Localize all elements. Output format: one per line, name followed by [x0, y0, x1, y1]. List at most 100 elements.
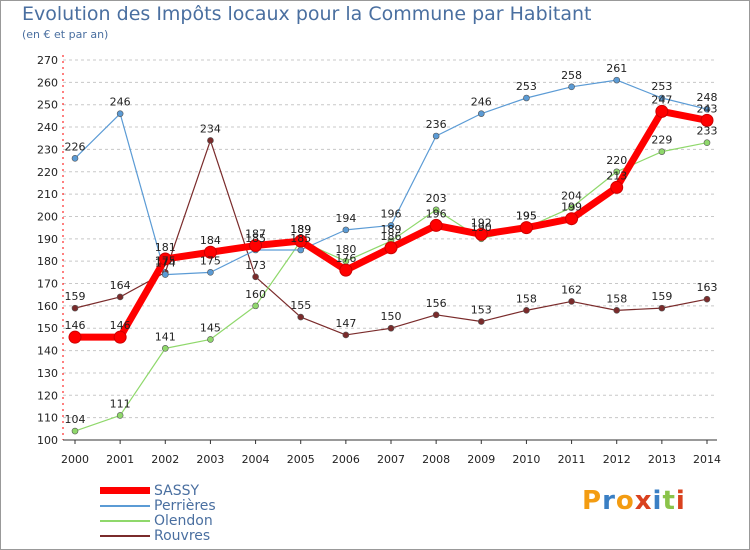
data-point: [703, 105, 711, 113]
data-point: [68, 330, 82, 344]
data-label: 247: [651, 93, 672, 106]
x-tick-label: 2013: [648, 453, 676, 466]
data-point: [432, 206, 440, 214]
data-point: [610, 180, 624, 194]
data-label: 253: [651, 80, 672, 93]
data-point: [384, 241, 398, 255]
data-label: 111: [110, 397, 131, 410]
x-tick-label: 2006: [332, 453, 360, 466]
x-tick-label: 2005: [287, 453, 315, 466]
data-label: 234: [200, 122, 221, 135]
data-point: [203, 245, 217, 259]
data-label: 192: [471, 216, 492, 229]
data-point: [252, 302, 259, 310]
logo-letter: r: [602, 486, 616, 516]
data-label-layer: 159 164 175 234 173 155 147 150 156 153 158 162 158 1…: [65, 62, 718, 426]
data-label: 229: [651, 134, 672, 147]
data-label: 220: [606, 154, 627, 167]
data-point: [703, 295, 711, 303]
data-point: [568, 204, 575, 211]
data-label: 146: [65, 319, 86, 332]
legend-swatch: [100, 520, 150, 522]
x-tick-label: 2000: [61, 453, 89, 466]
data-point: [252, 273, 259, 281]
y-tick-label: 110: [37, 412, 58, 425]
data-label: 204: [561, 190, 582, 203]
data-label: 195: [516, 210, 537, 223]
data-point: [71, 155, 79, 162]
data-label: 104: [65, 413, 86, 426]
data-label: 184: [200, 234, 221, 247]
logo-letter: P: [582, 486, 603, 516]
data-label: 185: [290, 232, 311, 245]
data-label: 185: [245, 232, 266, 245]
data-label: 199: [561, 201, 582, 214]
y-tick-label: 180: [37, 255, 58, 268]
data-point: [116, 293, 124, 301]
data-point: [613, 307, 621, 314]
data-point: [429, 218, 443, 232]
data-point: [207, 269, 214, 276]
logo-letter: i: [675, 486, 686, 516]
y-tick-label: 100: [37, 434, 58, 447]
data-point: [655, 104, 669, 118]
data-label: 155: [290, 299, 311, 312]
data-point: [432, 311, 440, 319]
y-tick-label: 170: [37, 278, 58, 291]
x-tick-label: 2010: [512, 453, 540, 466]
data-label: 156: [426, 297, 447, 310]
legend-label: SASSY: [154, 483, 200, 499]
data-point: [568, 83, 575, 91]
data-label: 243: [697, 102, 718, 115]
data-point: [161, 345, 169, 352]
y-tick-label: 190: [37, 233, 58, 246]
grid-layer: [63, 59, 717, 441]
data-point: [523, 94, 530, 102]
data-point: [700, 113, 714, 127]
y-tick-label: 270: [37, 54, 58, 67]
data-point: [116, 110, 124, 117]
data-label: 196: [381, 207, 402, 220]
chart-title: Evolution des Impôts locaux pour la Comm…: [22, 3, 592, 25]
data-label: 203: [426, 192, 447, 205]
data-label: 174: [155, 257, 176, 270]
data-point: [116, 412, 124, 419]
data-point: [703, 139, 711, 147]
data-label: 180: [335, 243, 356, 256]
data-label: 261: [606, 62, 627, 75]
data-point: [207, 336, 214, 343]
data-label: 236: [426, 118, 447, 131]
data-label: 189: [290, 223, 311, 236]
data-label: 190: [471, 221, 492, 234]
x-tick-label: 2014: [693, 453, 721, 466]
data-label: 145: [200, 321, 221, 334]
data-point: [294, 234, 308, 248]
x-tick-label: 2004: [242, 453, 270, 466]
y-tick-label: 140: [37, 345, 58, 358]
data-label: 181: [155, 241, 176, 254]
data-point: [568, 298, 575, 305]
y-tick-label: 120: [37, 389, 58, 402]
data-label: 153: [471, 304, 492, 317]
data-label: 163: [697, 281, 718, 294]
data-label: 253: [516, 80, 537, 93]
data-label: 213: [606, 169, 627, 182]
proxiti-logo: Proxiti: [582, 486, 686, 516]
data-label: 175: [155, 254, 176, 267]
logo-letter: i: [652, 486, 663, 516]
data-point: [113, 330, 127, 344]
legend-label: Olendon: [154, 513, 213, 529]
logo-letter: x: [634, 486, 653, 516]
data-point: [387, 324, 395, 332]
data-label: 160: [245, 288, 266, 301]
data-point: [339, 263, 353, 277]
data-point: [477, 110, 485, 117]
data-point: [297, 246, 305, 254]
x-tick-label: 2002: [151, 453, 179, 466]
data-label: 176: [335, 252, 356, 265]
data-label: 196: [426, 207, 447, 220]
y-tick-label: 200: [37, 210, 58, 223]
y-tick-label: 150: [37, 322, 58, 335]
data-label: 226: [65, 140, 86, 153]
